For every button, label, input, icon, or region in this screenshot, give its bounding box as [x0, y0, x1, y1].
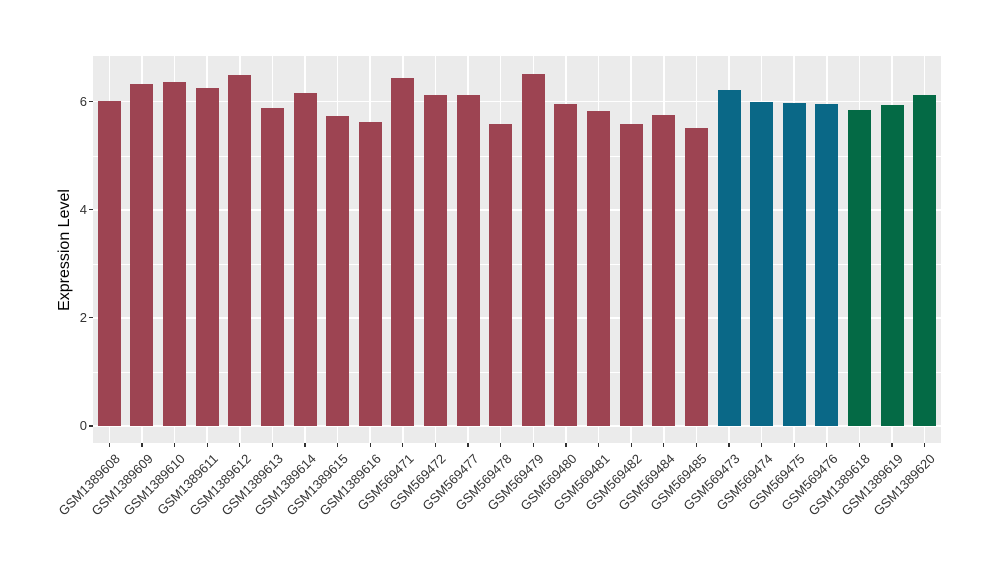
x-tick-mark	[369, 443, 371, 447]
x-tick-mark	[467, 443, 469, 447]
bar-GSM1389610	[163, 81, 187, 426]
bar-GSM569474	[750, 101, 774, 426]
bar-GSM569478	[489, 123, 513, 426]
gridline-major	[93, 100, 941, 103]
x-tick-mark	[793, 443, 795, 447]
x-tick-mark	[206, 443, 208, 447]
x-tick-mark	[891, 443, 893, 447]
y-tick-mark	[89, 209, 93, 211]
x-tick-mark	[663, 443, 665, 447]
x-tick-mark	[271, 443, 273, 447]
y-axis-title-box: Expression Level	[56, 56, 73, 443]
bar-GSM569484	[652, 115, 676, 426]
y-tick-mark	[89, 317, 93, 319]
bar-GSM569482	[619, 123, 643, 426]
x-tick-mark	[924, 443, 926, 447]
gridline-major	[93, 209, 941, 211]
y-tick-label: 4	[79, 201, 87, 217]
y-tick-label: 0	[79, 418, 87, 433]
bar-GSM569480	[554, 103, 578, 426]
gridline-minor	[93, 155, 941, 157]
gridline-major	[93, 425, 941, 427]
x-tick-mark	[630, 443, 632, 447]
x-tick-mark	[239, 443, 241, 447]
bar-GSM569475	[782, 102, 806, 426]
bar-GSM569481	[587, 110, 611, 426]
plot-panel	[93, 56, 941, 443]
gridline-minor	[93, 263, 941, 265]
x-tick-mark	[695, 443, 697, 447]
x-tick-mark	[532, 443, 534, 447]
x-tick-mark	[141, 443, 143, 447]
x-tick-mark	[402, 443, 404, 447]
bar-GSM1389612	[228, 74, 252, 426]
bar-GSM1389613	[260, 108, 284, 426]
x-tick-mark	[858, 443, 861, 447]
bar-GSM569476	[815, 104, 839, 426]
x-tick-mark	[728, 443, 730, 447]
bar-GSM569472	[423, 94, 447, 426]
x-tick-mark	[337, 443, 339, 447]
gridline-major	[93, 317, 941, 319]
bar-GSM569479	[521, 74, 545, 426]
bar-GSM1389620	[913, 94, 937, 426]
y-tick-label: 6	[79, 93, 87, 109]
bar-GSM569477	[456, 94, 480, 426]
x-tick-mark	[434, 443, 437, 447]
bar-GSM1389609	[130, 83, 154, 426]
bar-GSM569485	[684, 128, 708, 426]
x-tick-mark	[826, 443, 828, 447]
y-tick-mark	[89, 425, 93, 427]
x-tick-mark	[597, 443, 600, 447]
bar-GSM1389608	[97, 100, 121, 426]
bar-GSM1389618	[847, 109, 871, 426]
x-tick-mark	[500, 443, 502, 447]
x-tick-mark	[173, 443, 176, 447]
bar-GSM1389614	[293, 92, 317, 426]
y-tick-label: 2	[79, 309, 87, 325]
bar-GSM569471	[391, 77, 415, 426]
bar-GSM569473	[717, 90, 741, 426]
bar-GSM1389616	[358, 122, 382, 426]
x-tick-mark	[108, 443, 110, 447]
bar-GSM1389619	[880, 105, 904, 426]
bar-GSM1389615	[326, 116, 350, 426]
x-tick-mark	[761, 443, 763, 447]
bar-GSM1389611	[195, 88, 219, 426]
gridline-minor	[93, 371, 941, 373]
x-tick-mark	[304, 443, 306, 447]
x-tick-mark	[565, 443, 567, 447]
y-tick-mark	[89, 101, 93, 103]
